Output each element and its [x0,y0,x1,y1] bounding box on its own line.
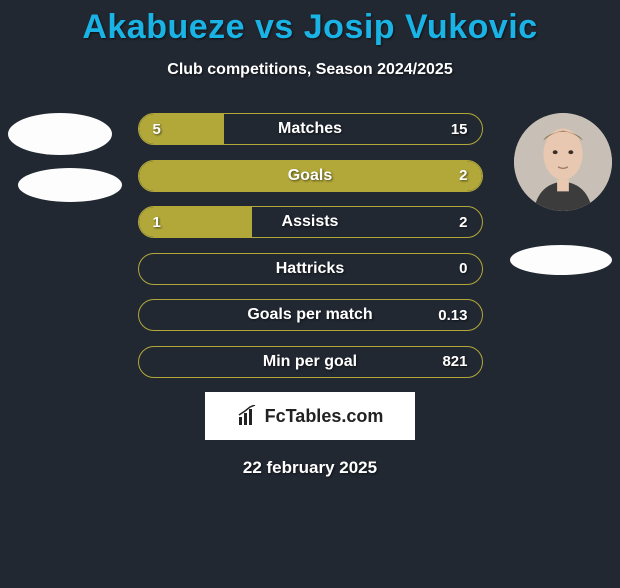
player-right-avatar [514,113,612,211]
stat-bar-row: 5Matches15 [138,113,483,145]
stat-label: Assists [139,207,482,237]
footer-date: 22 february 2025 [0,458,620,478]
stat-value-right: 0 [459,254,467,284]
chart-icon [237,405,259,427]
player-left-avatar-top [8,113,112,155]
stat-bar-row: Goals2 [138,160,483,192]
stat-value-right: 0.13 [438,300,467,330]
footer-logo: FcTables.com [205,392,415,440]
stat-label: Hattricks [139,254,482,284]
page-subtitle: Club competitions, Season 2024/2025 [0,61,620,79]
stat-bars: 5Matches15Goals21Assists2Hattricks0Goals… [138,113,483,378]
stat-bar-row: Goals per match0.13 [138,299,483,331]
stat-value-right: 2 [459,207,467,237]
stat-value-right: 15 [451,114,468,144]
footer-logo-text: FcTables.com [265,406,384,427]
stat-value-right: 2 [459,161,467,191]
page-title: Akabueze vs Josip Vukovic [0,8,620,47]
stat-bar-row: Min per goal821 [138,346,483,378]
stat-label: Min per goal [139,347,482,377]
stat-bar-row: 1Assists2 [138,206,483,238]
player-left-avatar-bottom [18,168,122,202]
player-right-badge [510,245,612,275]
stat-label: Goals [139,161,482,191]
stat-label: Goals per match [139,300,482,330]
chart-area: 5Matches15Goals21Assists2Hattricks0Goals… [0,113,620,378]
stat-label: Matches [139,114,482,144]
stat-bar-row: Hattricks0 [138,253,483,285]
stat-value-right: 821 [442,347,467,377]
player-headshot-icon [514,113,612,211]
